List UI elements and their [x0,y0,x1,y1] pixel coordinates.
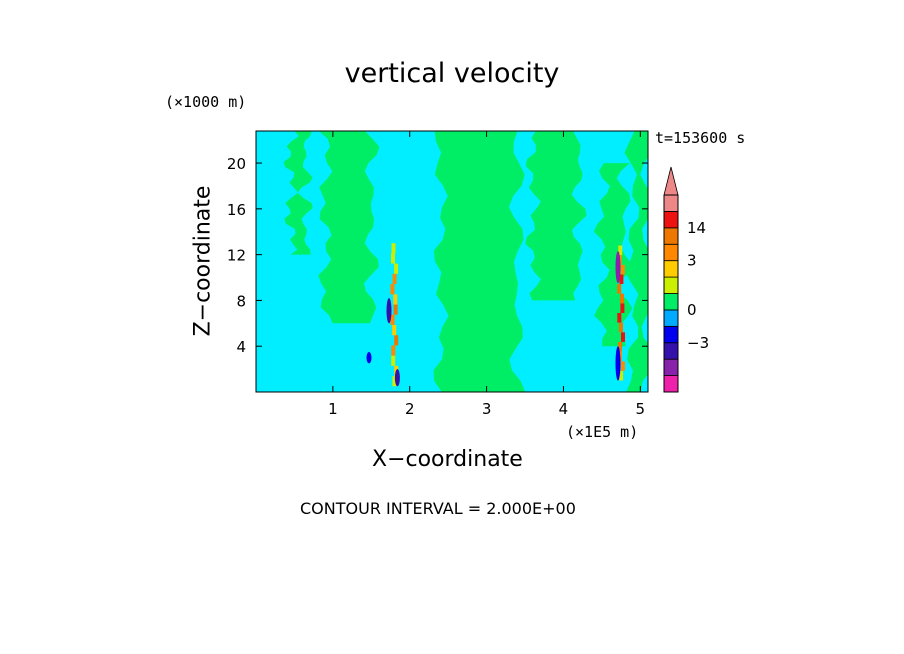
updraft-cell [617,313,622,323]
updraft-cell [392,376,397,387]
updraft-cell [619,322,623,333]
time-label: t=153600 s [655,129,746,147]
y-tick-label: 12 [227,247,246,265]
x-tick-label: 1 [328,400,338,418]
contour-interval-label: CONTOUR INTERVAL = 2.000E+00 [300,499,576,518]
colorbar-segment [663,227,679,245]
updraft-cell [620,303,625,313]
updraft-cell [393,294,398,305]
x-tick-label: 3 [482,400,492,418]
colorbar-segment [663,243,679,262]
x-tick-label: 4 [559,400,569,418]
updraft-cell [392,273,397,284]
positive-region [283,131,313,255]
y-tick-label: 4 [236,338,246,356]
positive-region [525,131,587,301]
plot-frame [255,130,649,393]
downdraft-cell [366,352,372,364]
colorbar-segment [663,276,679,294]
downdraft-cell [615,251,621,284]
updraft-cell [391,253,395,264]
colorbar-frame [663,194,679,393]
updraft-cell [617,284,622,294]
updraft-cell [394,335,399,346]
colorbar-tick-label: −3 [687,334,709,352]
chart-title: vertical velocity [344,58,560,89]
colorbar-segment [663,358,679,376]
downdraft-cell [615,346,621,381]
colorbar-tick-label: 3 [687,252,697,270]
positive-region [433,131,526,392]
colorbar-segment [663,375,679,393]
updraft-cell [391,243,396,254]
y-axis-unit: (×1000 m) [165,93,247,111]
positive-region [318,131,380,324]
updraft-cell [391,345,396,356]
x-axis-label: X−coordinate [372,447,523,472]
colorbar-segment [663,325,679,344]
positive-region [624,131,648,392]
y-tick-label: 20 [227,155,246,173]
updraft-cell [620,264,625,275]
colorbar-arrow [663,166,679,196]
updraft-cell [618,342,622,352]
colorbar-tick-label: 0 [687,301,697,319]
y-tick-label: 8 [236,292,246,310]
x-tick-label: 5 [636,400,646,418]
colorbar-segment [663,260,679,278]
updraft-cell [620,293,624,304]
updraft-cell [620,361,625,371]
y-tick-label: 16 [227,201,246,219]
updraft-cell [619,370,624,381]
x-axis-unit: (×1E5 m) [566,423,639,441]
updraft-cell [618,245,623,256]
colorbar-tick-label: 14 [687,219,706,237]
downdraft-cell [394,369,400,387]
updraft-cell [621,332,625,342]
colorbar-segment [663,293,679,311]
colorbar-segment [663,211,679,229]
colorbar-segment [663,194,679,212]
updraft-cell [394,263,399,274]
updraft-cell [390,314,395,325]
colorbar-segment [663,309,679,327]
updraft-cell [392,325,397,336]
colorbar-segment [663,342,679,360]
x-tick-label: 2 [405,400,415,418]
updraft-cell [391,355,396,366]
updraft-cell [390,284,395,295]
downdraft-cell [386,298,392,324]
updraft-cell [393,304,398,315]
updraft-cell [619,274,624,284]
